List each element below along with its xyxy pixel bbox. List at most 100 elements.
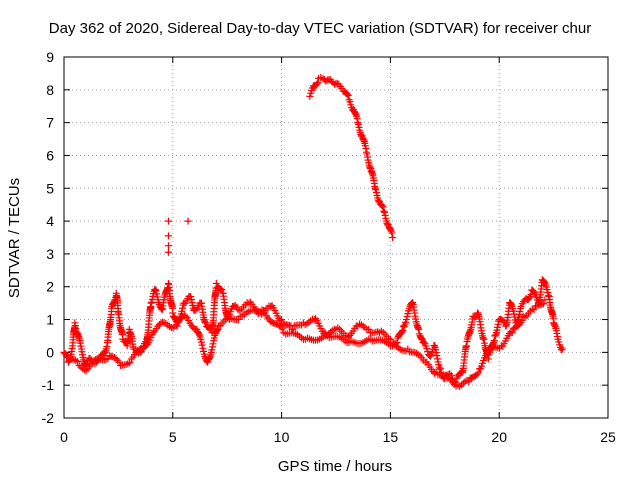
data-point — [499, 317, 507, 325]
x-tick-label: 5 — [169, 429, 177, 445]
data-point — [103, 343, 111, 351]
y-axis-title: SDTVAR / TECUs — [6, 178, 23, 298]
data-point — [354, 119, 362, 127]
data-point — [212, 279, 220, 287]
data-point — [147, 299, 155, 307]
data-point — [73, 358, 81, 366]
data-point — [153, 290, 161, 298]
data-point — [197, 338, 205, 346]
data-point — [343, 90, 351, 98]
data-point — [557, 346, 565, 354]
data-point — [388, 229, 396, 237]
data-point — [344, 91, 352, 99]
y-tick-label: 3 — [46, 246, 54, 262]
data-point — [380, 208, 388, 216]
y-tick-label: -1 — [42, 377, 55, 393]
data-point — [446, 370, 454, 378]
data-point — [532, 302, 540, 310]
grid-layer — [64, 57, 608, 418]
data-point — [399, 322, 407, 330]
data-point — [508, 329, 516, 337]
data-points — [60, 73, 566, 390]
y-tick-label: 2 — [46, 279, 54, 295]
data-point — [306, 92, 314, 100]
x-tick-label: 20 — [491, 429, 507, 445]
x-tick-label: 15 — [383, 429, 399, 445]
data-point — [431, 369, 439, 377]
data-point — [525, 294, 533, 302]
x-tick-label: 10 — [274, 429, 290, 445]
x-tick-label: 0 — [60, 429, 68, 445]
data-point — [234, 315, 242, 323]
data-point — [279, 319, 287, 327]
y-tick-label: 1 — [46, 312, 54, 328]
data-point — [354, 120, 362, 128]
data-point — [398, 328, 406, 336]
data-point — [151, 285, 159, 293]
data-point — [372, 186, 380, 194]
data-point — [126, 358, 134, 366]
data-point — [402, 316, 410, 324]
data-point — [201, 319, 209, 327]
x-tick-labels: 0 5 10 15 20 25 — [60, 429, 616, 445]
data-point — [106, 352, 114, 360]
data-point — [545, 291, 553, 299]
data-point — [474, 369, 482, 377]
data-point — [288, 325, 296, 333]
data-point — [199, 344, 207, 352]
data-point — [152, 287, 160, 295]
data-point — [374, 196, 382, 204]
data-point — [164, 217, 172, 225]
data-point — [217, 285, 225, 293]
data-point — [198, 341, 206, 349]
data-point — [436, 365, 444, 373]
y-tick-label: -2 — [42, 410, 55, 426]
data-point — [169, 309, 177, 317]
data-point — [394, 334, 402, 342]
data-point — [530, 306, 538, 314]
data-point — [516, 320, 524, 328]
data-point — [541, 296, 549, 304]
data-point — [205, 354, 213, 362]
data-point — [209, 340, 217, 348]
data-point — [208, 343, 216, 351]
data-point — [379, 203, 387, 211]
data-point — [278, 325, 286, 333]
data-point — [124, 360, 132, 368]
data-point — [313, 80, 321, 88]
data-point — [380, 207, 388, 215]
data-point — [399, 326, 407, 334]
data-point — [387, 226, 395, 234]
data-point — [171, 322, 179, 330]
data-point — [151, 286, 159, 294]
data-point — [473, 371, 481, 379]
data-point — [187, 296, 195, 304]
y-tick-label: 5 — [46, 180, 54, 196]
data-point — [353, 115, 361, 123]
data-point — [471, 313, 479, 321]
y-tick-labels: -2 -1 0 1 2 3 4 5 6 7 8 9 — [42, 49, 55, 426]
data-point — [214, 325, 222, 333]
data-point — [164, 232, 172, 240]
data-point — [351, 109, 359, 117]
x-tick-label: 25 — [600, 429, 616, 445]
y-tick-label: 9 — [46, 49, 54, 65]
data-point — [184, 217, 192, 225]
data-point — [164, 248, 172, 256]
data-point — [148, 298, 156, 306]
y-tick-label: 7 — [46, 115, 54, 131]
data-point — [374, 328, 382, 336]
data-point — [386, 335, 394, 343]
data-point — [195, 330, 203, 338]
data-point — [539, 300, 547, 308]
data-point — [555, 338, 563, 346]
data-point — [379, 328, 387, 336]
data-point — [541, 279, 549, 287]
data-point — [314, 79, 322, 87]
data-point — [278, 316, 286, 324]
data-point — [365, 325, 373, 333]
tick-layer — [63, 56, 609, 419]
data-point — [507, 301, 515, 309]
plot-frame — [63, 56, 609, 419]
